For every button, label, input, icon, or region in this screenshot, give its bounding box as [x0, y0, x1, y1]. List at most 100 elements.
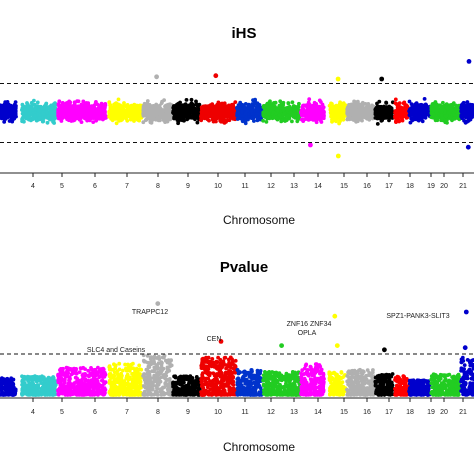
ihs-point — [222, 101, 227, 106]
ihs-point — [408, 109, 412, 114]
ihs-point — [72, 100, 77, 105]
ihs-point — [2, 120, 7, 124]
pvalue-point — [102, 371, 107, 375]
ihs-point — [215, 113, 220, 118]
pvalue-point — [62, 378, 67, 383]
ihs-chromosome-16 — [373, 99, 395, 126]
ihs-point — [86, 112, 91, 117]
ihs-tick-label: 7 — [125, 183, 129, 190]
ihs-point — [135, 118, 140, 122]
ihs-point — [312, 106, 316, 111]
ihs-point — [108, 103, 113, 107]
ihs-point — [210, 105, 215, 110]
pvalue-point — [83, 391, 88, 395]
pvalue-point — [48, 379, 53, 383]
ihs-point — [95, 102, 100, 107]
ihs-xlabel: Chromosome — [223, 213, 295, 227]
ihs-point — [114, 121, 119, 126]
ihs-point — [8, 110, 13, 114]
ihs-point — [277, 103, 282, 108]
ihs-point — [271, 110, 276, 115]
ihs-point — [98, 103, 103, 108]
ihs-point — [359, 105, 364, 110]
ihs-point — [408, 120, 413, 125]
pvalue-point — [61, 366, 65, 371]
pvalue-point — [5, 387, 10, 392]
ihs-point — [455, 113, 459, 117]
pvalue-point — [88, 392, 93, 397]
pvalue-point — [56, 392, 61, 396]
ihs-point — [215, 103, 220, 107]
ihs-point — [20, 111, 25, 116]
ihs-point — [56, 110, 60, 115]
ihs-point — [164, 105, 169, 110]
ihs-point — [363, 102, 368, 106]
ihs-point — [356, 109, 361, 114]
pvalue-point — [8, 391, 13, 396]
pvalue-point — [103, 387, 108, 392]
ihs-point — [98, 112, 103, 117]
ihs-tick-label: 14 — [314, 183, 322, 190]
ihs-point — [393, 109, 398, 113]
ihs-tick-label: 13 — [290, 183, 298, 190]
pvalue-point — [57, 377, 62, 381]
ihs-point — [128, 112, 132, 117]
pvalue-point — [99, 389, 104, 394]
ihs-point — [45, 110, 49, 115]
pvalue-point — [33, 392, 37, 396]
ihs-point — [393, 97, 398, 102]
ihs-point — [115, 115, 120, 120]
pvalue-point — [74, 375, 78, 380]
ihs-point — [314, 120, 319, 125]
pvalue-point — [51, 376, 56, 380]
ihs-point — [160, 99, 165, 104]
ihs-point — [69, 108, 73, 112]
ihs-chromosome-19 — [429, 100, 462, 125]
ihs-point — [68, 100, 73, 105]
pvalue-chromosome-6 — [56, 365, 108, 397]
ihs-point — [71, 118, 76, 123]
ihs-point — [146, 114, 151, 118]
ihs-point — [109, 112, 113, 117]
ihs-point — [336, 113, 341, 117]
ihs-point — [307, 97, 312, 102]
pvalue-point — [56, 373, 60, 378]
ihs-point — [252, 101, 257, 106]
ihs-point — [320, 102, 325, 107]
ihs-point — [434, 114, 439, 119]
ihs-point — [230, 114, 234, 119]
pvalue-point — [46, 375, 51, 380]
ihs-tick-label: 9 — [186, 183, 190, 190]
ihs-tick-label: 17 — [385, 183, 393, 190]
ihs-point — [51, 118, 55, 123]
ihs-chromosome-5 — [20, 98, 58, 125]
pvalue-point — [66, 367, 71, 372]
ihs-point — [246, 105, 251, 110]
ihs-point — [421, 107, 425, 111]
ihs-point — [0, 114, 4, 118]
ihs-outlier-point — [379, 76, 385, 82]
ihs-point — [109, 107, 114, 112]
ihs-point — [114, 101, 119, 105]
ihs-point — [300, 117, 305, 122]
ihs-chromosome-12 — [261, 99, 302, 124]
ihs-point — [68, 112, 73, 116]
ihs-point — [223, 108, 227, 113]
ihs-point — [22, 108, 27, 113]
ihs-point — [20, 119, 24, 124]
ihs-point — [101, 109, 105, 114]
ihs-point — [52, 113, 57, 118]
pvalue-point — [20, 393, 25, 397]
pvalue-point — [23, 390, 28, 394]
ihs-point — [243, 106, 248, 111]
ihs-tick-label: 10 — [214, 183, 222, 190]
ihs-point — [460, 114, 465, 119]
pvalue-point — [99, 372, 104, 377]
ihs-point — [334, 119, 338, 124]
ihs-point — [143, 107, 147, 111]
ihs-point — [290, 100, 295, 105]
ihs-outlier-point — [154, 74, 160, 80]
pvalue-point — [90, 379, 94, 383]
